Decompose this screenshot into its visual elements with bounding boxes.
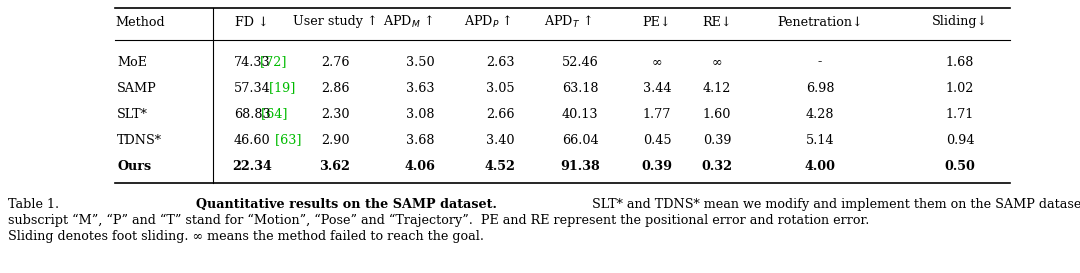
Text: Sliding↓: Sliding↓ <box>932 16 988 28</box>
Text: 4.28: 4.28 <box>806 108 834 120</box>
Text: 46.60: 46.60 <box>233 133 270 147</box>
Text: RE↓: RE↓ <box>702 16 732 28</box>
Text: -: - <box>818 55 822 69</box>
Text: 1.02: 1.02 <box>946 82 974 94</box>
Text: Ours: Ours <box>117 159 151 173</box>
Text: SAMP: SAMP <box>117 82 157 94</box>
Text: subscript “M”, “P” and “T” stand for “Motion”, “Pose” and “Trajectory”.  PE and : subscript “M”, “P” and “T” stand for “Mo… <box>8 214 869 227</box>
Text: ∞: ∞ <box>651 55 662 69</box>
Text: Table 1.: Table 1. <box>8 198 63 211</box>
Text: [63]: [63] <box>271 133 301 147</box>
Text: 68.83: 68.83 <box>233 108 270 120</box>
Text: 0.32: 0.32 <box>702 159 732 173</box>
Text: Sliding denotes foot sliding. ∞ means the method failed to reach the goal.: Sliding denotes foot sliding. ∞ means th… <box>8 230 484 243</box>
Text: 1.60: 1.60 <box>703 108 731 120</box>
Text: User study ↑: User study ↑ <box>293 16 377 28</box>
Text: 57.34: 57.34 <box>233 82 270 94</box>
Text: 4.12: 4.12 <box>703 82 731 94</box>
Text: Quantitative results on the SAMP dataset.: Quantitative results on the SAMP dataset… <box>197 198 497 211</box>
Text: 66.04: 66.04 <box>562 133 598 147</box>
Text: 0.39: 0.39 <box>703 133 731 147</box>
Text: 0.94: 0.94 <box>946 133 974 147</box>
Text: FD ↓: FD ↓ <box>235 16 269 28</box>
Text: [72]: [72] <box>256 55 286 69</box>
Text: 3.63: 3.63 <box>406 82 434 94</box>
Text: 91.38: 91.38 <box>561 159 599 173</box>
Text: ∞: ∞ <box>712 55 723 69</box>
Text: 2.63: 2.63 <box>486 55 514 69</box>
Text: [64]: [64] <box>257 108 287 120</box>
Text: 1.77: 1.77 <box>643 108 671 120</box>
Text: 3.44: 3.44 <box>643 82 672 94</box>
Text: 2.90: 2.90 <box>321 133 349 147</box>
Text: 3.62: 3.62 <box>320 159 350 173</box>
Text: 2.86: 2.86 <box>321 82 349 94</box>
Text: 0.39: 0.39 <box>642 159 673 173</box>
Text: SLT*: SLT* <box>117 108 148 120</box>
Text: 4.00: 4.00 <box>805 159 836 173</box>
Text: [19]: [19] <box>266 82 296 94</box>
Text: PE↓: PE↓ <box>643 16 672 28</box>
Text: 0.45: 0.45 <box>643 133 672 147</box>
Text: 3.68: 3.68 <box>406 133 434 147</box>
Text: 3.08: 3.08 <box>406 108 434 120</box>
Text: Penetration↓: Penetration↓ <box>778 16 863 28</box>
Text: 22.34: 22.34 <box>232 159 272 173</box>
Text: 63.18: 63.18 <box>562 82 598 94</box>
Text: APD$_M$ ↑: APD$_M$ ↑ <box>382 14 433 30</box>
Text: 4.06: 4.06 <box>405 159 435 173</box>
Text: 6.98: 6.98 <box>806 82 834 94</box>
Text: 40.13: 40.13 <box>562 108 598 120</box>
Text: 2.66: 2.66 <box>486 108 514 120</box>
Text: APD$_T$ ↑: APD$_T$ ↑ <box>544 14 592 30</box>
Text: 0.50: 0.50 <box>945 159 975 173</box>
Text: 3.50: 3.50 <box>406 55 434 69</box>
Text: TDNS*: TDNS* <box>117 133 162 147</box>
Text: Method: Method <box>114 16 164 28</box>
Text: MoE: MoE <box>117 55 147 69</box>
Text: 3.05: 3.05 <box>486 82 514 94</box>
Text: 3.40: 3.40 <box>486 133 514 147</box>
Text: 2.30: 2.30 <box>321 108 349 120</box>
Text: 1.71: 1.71 <box>946 108 974 120</box>
Text: SLT* and TDNS* mean we modify and implement them on the SAMP dataset. The: SLT* and TDNS* mean we modify and implem… <box>588 198 1080 211</box>
Text: APD$_P$ ↑: APD$_P$ ↑ <box>464 14 512 30</box>
Text: 5.14: 5.14 <box>806 133 834 147</box>
Text: 2.76: 2.76 <box>321 55 349 69</box>
Text: 4.52: 4.52 <box>485 159 515 173</box>
Text: 1.68: 1.68 <box>946 55 974 69</box>
Text: 74.33: 74.33 <box>233 55 270 69</box>
Text: 52.46: 52.46 <box>562 55 598 69</box>
